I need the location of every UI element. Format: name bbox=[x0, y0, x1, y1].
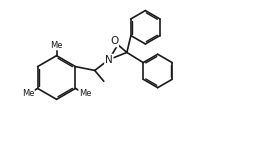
Text: Me: Me bbox=[50, 41, 63, 50]
Text: O: O bbox=[110, 36, 118, 46]
Text: N: N bbox=[105, 55, 113, 65]
Text: Me: Me bbox=[22, 89, 34, 98]
Text: Me: Me bbox=[79, 89, 91, 98]
